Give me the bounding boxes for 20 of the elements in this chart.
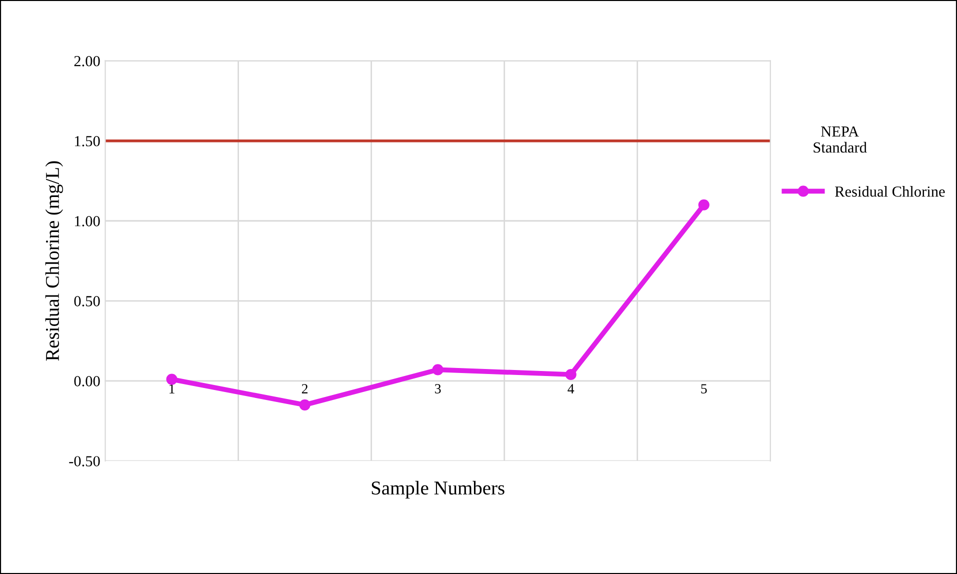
x-tick-label: 4 <box>568 384 574 394</box>
point <box>432 364 444 376</box>
x-tick-label: 1 <box>170 384 174 394</box>
y-tick-label: -0.50 <box>69 456 100 466</box>
y-tick-label: 2.00 <box>74 56 100 66</box>
y-axis-title: Residual Chlorine (mg/L) <box>45 161 64 361</box>
point <box>698 199 710 210</box>
y-tick-label: 0.50 <box>74 296 100 306</box>
point <box>166 374 178 385</box>
x-tick-label: 3 <box>435 384 441 394</box>
point <box>299 399 310 410</box>
y-tick-label: 1.00 <box>75 216 100 226</box>
point <box>565 368 576 380</box>
legend-label: Residual Chlorine <box>834 186 945 197</box>
x-tick-label: 5 <box>701 384 707 394</box>
y-tick-label: 1.50 <box>75 136 100 146</box>
x-tick-label: 2 <box>302 384 308 394</box>
y-tick-label: 0.00 <box>74 376 100 386</box>
x-axis-title: Sample Numbers <box>372 480 504 499</box>
ref-line-label: NEPA Standard <box>814 126 867 153</box>
